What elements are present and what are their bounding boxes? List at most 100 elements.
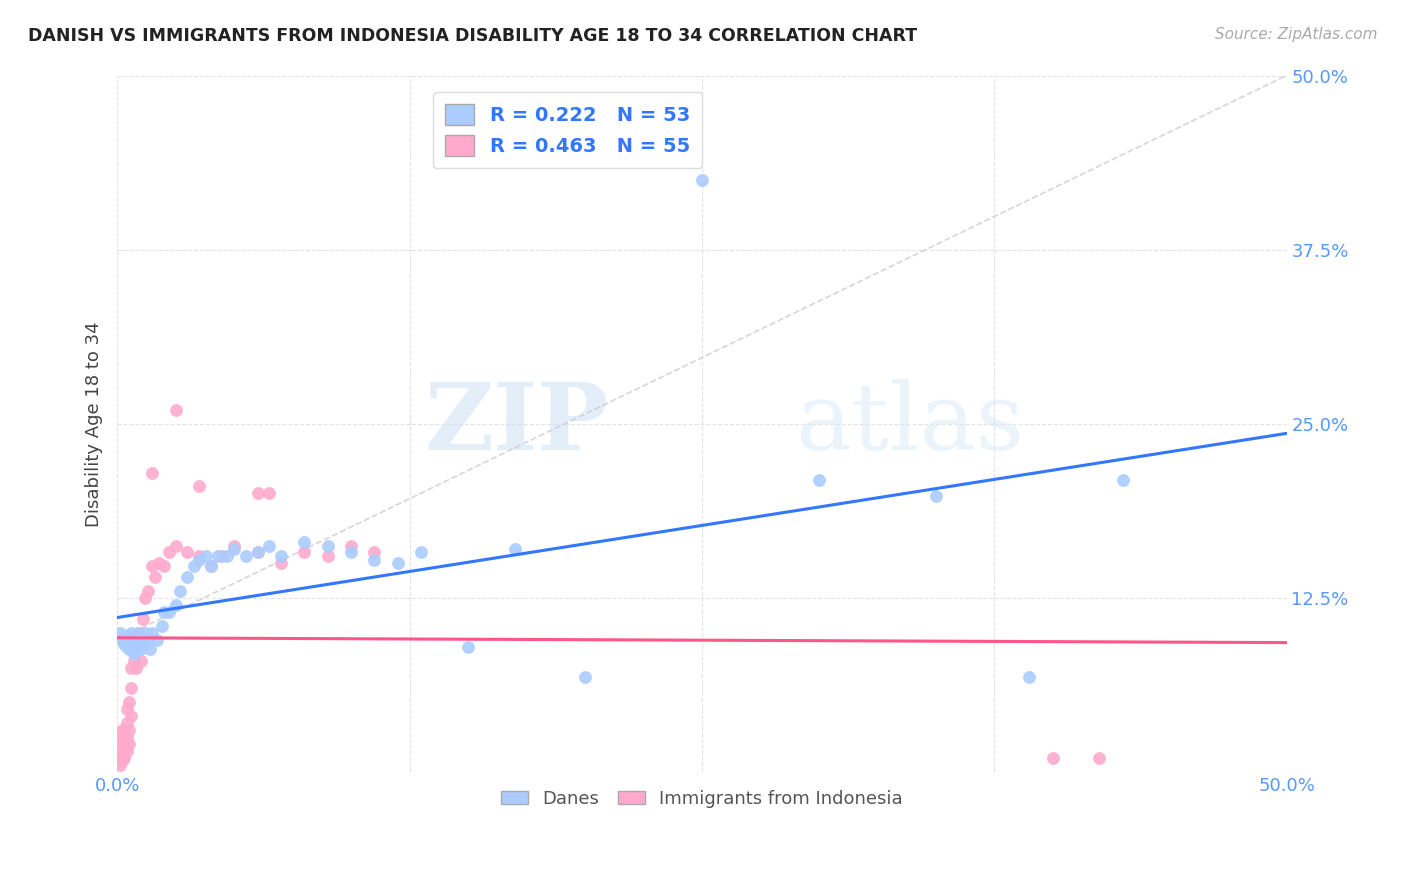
Point — [136, 584, 159, 599]
Point — [120, 660, 142, 674]
Point — [246, 545, 269, 559]
Point — [340, 545, 363, 559]
Point — [224, 540, 246, 554]
Point — [270, 549, 292, 563]
Legend: Danes, Immigrants from Indonesia: Danes, Immigrants from Indonesia — [494, 783, 910, 815]
Point — [316, 549, 339, 563]
Point — [925, 489, 948, 503]
Point — [165, 598, 187, 612]
Point — [111, 731, 134, 745]
Point — [690, 173, 713, 187]
Point — [169, 584, 191, 599]
Point — [1042, 751, 1064, 765]
Point — [1088, 751, 1111, 765]
Point — [122, 654, 145, 668]
Point — [112, 637, 135, 651]
Point — [150, 619, 173, 633]
Point — [118, 642, 141, 657]
Point — [207, 549, 229, 563]
Point — [503, 542, 526, 557]
Point — [363, 553, 385, 567]
Point — [176, 570, 198, 584]
Point — [127, 625, 149, 640]
Point — [143, 570, 166, 584]
Point — [111, 723, 134, 738]
Point — [292, 535, 315, 549]
Point — [122, 647, 145, 661]
Point — [195, 549, 218, 563]
Point — [157, 545, 180, 559]
Point — [115, 702, 138, 716]
Point — [129, 642, 152, 657]
Point — [146, 632, 169, 647]
Point — [200, 558, 222, 573]
Text: DANISH VS IMMIGRANTS FROM INDONESIA DISABILITY AGE 18 TO 34 CORRELATION CHART: DANISH VS IMMIGRANTS FROM INDONESIA DISA… — [28, 27, 917, 45]
Point — [115, 731, 138, 745]
Point — [115, 744, 138, 758]
Point — [270, 556, 292, 570]
Point — [807, 473, 830, 487]
Point — [235, 549, 257, 563]
Point — [115, 716, 138, 731]
Point — [457, 640, 479, 654]
Point — [316, 540, 339, 554]
Point — [246, 545, 269, 559]
Point — [139, 642, 162, 657]
Point — [125, 660, 148, 674]
Point — [122, 640, 145, 654]
Point — [387, 556, 409, 570]
Point — [120, 709, 142, 723]
Point — [1018, 670, 1040, 684]
Point — [129, 632, 152, 647]
Point — [165, 540, 187, 554]
Point — [118, 632, 141, 647]
Point — [136, 632, 159, 647]
Point — [120, 637, 142, 651]
Point — [292, 545, 315, 559]
Point — [165, 402, 187, 417]
Point — [111, 632, 134, 647]
Point — [108, 758, 131, 772]
Point — [157, 605, 180, 619]
Point — [153, 605, 176, 619]
Point — [211, 549, 233, 563]
Point — [340, 540, 363, 554]
Point — [134, 625, 156, 640]
Point — [141, 466, 163, 480]
Text: atlas: atlas — [796, 379, 1025, 469]
Point — [176, 545, 198, 559]
Point — [111, 754, 134, 768]
Point — [153, 558, 176, 573]
Point — [112, 737, 135, 751]
Point — [108, 744, 131, 758]
Point — [118, 723, 141, 738]
Point — [112, 751, 135, 765]
Point — [188, 553, 211, 567]
Point — [411, 545, 433, 559]
Point — [120, 625, 142, 640]
Point — [257, 486, 280, 500]
Point — [127, 625, 149, 640]
Point — [118, 737, 141, 751]
Point — [115, 629, 138, 643]
Point — [217, 549, 239, 563]
Point — [141, 558, 163, 573]
Point — [122, 632, 145, 647]
Point — [246, 486, 269, 500]
Point — [125, 637, 148, 651]
Point — [129, 632, 152, 647]
Y-axis label: Disability Age 18 to 34: Disability Age 18 to 34 — [86, 321, 103, 526]
Point — [134, 591, 156, 605]
Point — [115, 640, 138, 654]
Point — [1112, 473, 1135, 487]
Point — [118, 695, 141, 709]
Point — [125, 632, 148, 647]
Point — [188, 479, 211, 493]
Point — [108, 737, 131, 751]
Point — [108, 625, 131, 640]
Text: ZIP: ZIP — [425, 379, 609, 469]
Point — [129, 654, 152, 668]
Point — [120, 681, 142, 696]
Point — [188, 549, 211, 563]
Point — [200, 558, 222, 573]
